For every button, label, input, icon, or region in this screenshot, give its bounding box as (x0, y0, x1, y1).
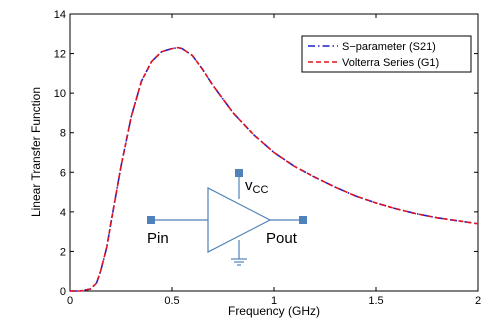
y-tick-label: 6 (60, 167, 66, 179)
pout-label: Pout (266, 230, 298, 247)
y-axis-label: Linear Transfer Function (29, 87, 43, 217)
series-line-1 (70, 46, 479, 292)
pin-label: Pin (147, 230, 169, 247)
y-tick-label: 0 (60, 286, 66, 298)
output-terminal (299, 216, 307, 224)
input-terminal (147, 216, 155, 224)
amplifier-triangle (207, 187, 272, 253)
legend-label-s21: S−parameter (S21) (342, 41, 436, 53)
y-tick-label: 14 (54, 9, 66, 21)
y-tick-label: 4 (60, 207, 66, 219)
y-tick-label: 10 (54, 88, 66, 100)
x-tick-label: 1.5 (368, 295, 383, 307)
y-tick-label: 2 (60, 246, 66, 258)
x-tick-label: 1 (271, 295, 277, 307)
y-tick-label: 8 (60, 128, 66, 140)
y-axis-ticks: 0 2 4 6 8 10 12 14 (54, 9, 478, 298)
amplifier-diagram: vCC Pin Pout (147, 169, 307, 266)
x-axis-ticks: 0 0.5 1 1.5 2 (67, 14, 481, 307)
x-tick-label: 2 (475, 295, 481, 307)
legend: S−parameter (S21) Volterra Series (G1) (301, 35, 472, 73)
y-tick-label: 12 (54, 49, 66, 61)
vcc-label: vCC (245, 177, 268, 196)
x-tick-label: 0.5 (164, 295, 179, 307)
vcc-terminal (235, 169, 243, 177)
series-layer (70, 46, 479, 292)
x-tick-label: 0 (67, 295, 73, 307)
legend-box (301, 35, 472, 73)
x-axis-label: Frequency (GHz) (228, 304, 320, 318)
legend-label-volterra: Volterra Series (G1) (342, 57, 439, 69)
